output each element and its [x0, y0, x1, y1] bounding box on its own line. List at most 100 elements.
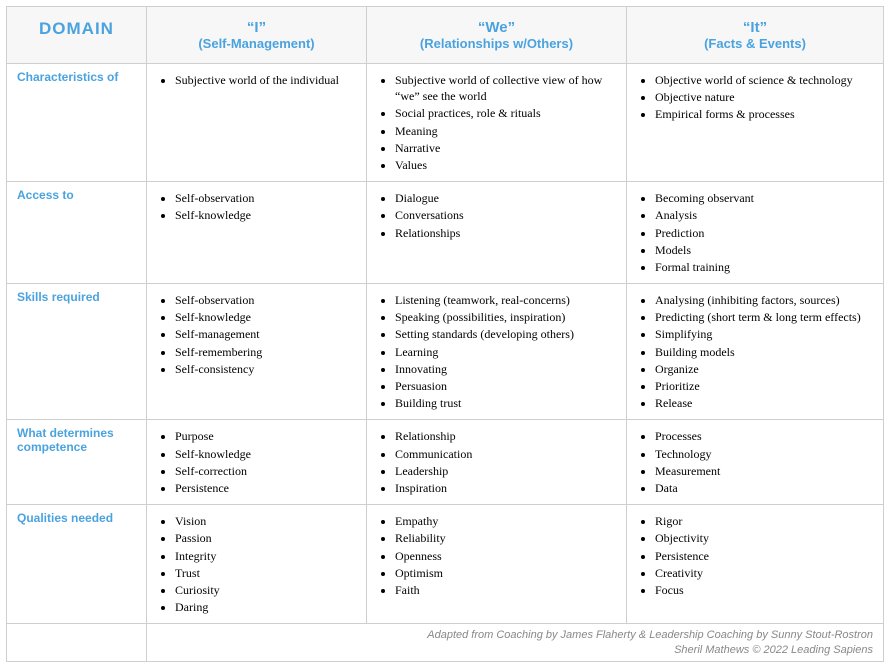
- list-item: Vision: [175, 513, 356, 529]
- list-item: Prioritize: [655, 378, 873, 394]
- cell: Objective world of science & technologyO…: [627, 64, 884, 182]
- list-item: Trust: [175, 565, 356, 581]
- list-item: Openness: [395, 548, 616, 564]
- list-item: Persistence: [175, 480, 356, 496]
- list-item: Listening (teamwork, real-concerns): [395, 292, 616, 308]
- cell: DialogueConversationsRelationships: [367, 182, 627, 284]
- cell: Listening (teamwork, real-concerns)Speak…: [367, 284, 627, 420]
- list-item: Communication: [395, 446, 616, 462]
- list-item: Predicting (short term & long term effec…: [655, 309, 873, 325]
- list-item: Empathy: [395, 513, 616, 529]
- list-item: Self-observation: [175, 190, 356, 206]
- credit-text: Adapted from Coaching by James Flaherty …: [147, 624, 884, 662]
- list-item: Self-correction: [175, 463, 356, 479]
- list-item: Purpose: [175, 428, 356, 444]
- list-item: Self-management: [175, 326, 356, 342]
- list-item: Setting standards (developing others): [395, 326, 616, 342]
- list-item: Models: [655, 242, 873, 258]
- bullet-list: PurposeSelf-knowledgeSelf-correctionPers…: [157, 428, 356, 496]
- list-item: Processes: [655, 428, 873, 444]
- list-item: Values: [395, 157, 616, 173]
- list-item: Self-knowledge: [175, 309, 356, 325]
- list-item: Organize: [655, 361, 873, 377]
- row-label: What determines competence: [7, 420, 147, 505]
- list-item: Analysing (inhibiting factors, sources): [655, 292, 873, 308]
- list-item: Simplifying: [655, 326, 873, 342]
- table-row: What determines competencePurposeSelf-kn…: [7, 420, 884, 505]
- cell: Analysing (inhibiting factors, sources)P…: [627, 284, 884, 420]
- list-item: Focus: [655, 582, 873, 598]
- table-header: DOMAIN “I” (Self-Management) “We” (Relat…: [7, 7, 884, 64]
- domain-table: DOMAIN “I” (Self-Management) “We” (Relat…: [6, 6, 884, 662]
- list-item: Persuasion: [395, 378, 616, 394]
- bullet-list: Self-observationSelf-knowledge: [157, 190, 356, 223]
- cell: RelationshipCommunicationLeadershipInspi…: [367, 420, 627, 505]
- header-col-sub: (Self-Management): [153, 36, 360, 51]
- bullet-list: Analysing (inhibiting factors, sources)P…: [637, 292, 873, 411]
- bullet-list: RelationshipCommunicationLeadershipInspi…: [377, 428, 616, 496]
- header-col-sub: (Facts & Events): [633, 36, 877, 51]
- list-item: Technology: [655, 446, 873, 462]
- credit-line1: Adapted from Coaching by James Flaherty …: [427, 629, 873, 641]
- bullet-list: Becoming observantAnalysis PredictionMode…: [637, 190, 873, 275]
- list-item: Social practices, role & rituals: [395, 105, 616, 121]
- list-item: Learning: [395, 344, 616, 360]
- bullet-list: Listening (teamwork, real-concerns)Speak…: [377, 292, 616, 411]
- header-col-we: “We” (Relationships w/Others): [367, 7, 627, 64]
- table-row: Access toSelf-observationSelf-knowledgeD…: [7, 182, 884, 284]
- table-row: Characteristics of Subjective world of th…: [7, 64, 884, 182]
- cell: Self-observationSelf-knowledge: [147, 182, 367, 284]
- bullet-list: Processes TechnologyMeasurementData: [637, 428, 873, 496]
- header-col-it: “It” (Facts & Events): [627, 7, 884, 64]
- list-item: Inspiration: [395, 480, 616, 496]
- credit-row: Adapted from Coaching by James Flaherty …: [7, 624, 884, 662]
- list-item: Innovating: [395, 361, 616, 377]
- list-item: Building models: [655, 344, 873, 360]
- list-item: Relationships: [395, 225, 616, 241]
- header-col-i: “I” (Self-Management): [147, 7, 367, 64]
- list-item: Faith: [395, 582, 616, 598]
- list-item: Conversations: [395, 207, 616, 223]
- list-item: Optimism: [395, 565, 616, 581]
- list-item: Self-knowledge: [175, 207, 356, 223]
- list-item: Building trust: [395, 395, 616, 411]
- header-col-main: “I”: [153, 19, 360, 36]
- cell: Subjective world of collective view of h…: [367, 64, 627, 182]
- row-label: Skills required: [7, 284, 147, 420]
- bullet-list: Subjective world of the individual: [157, 72, 356, 88]
- list-item: Daring: [175, 599, 356, 615]
- list-item: Meaning: [395, 123, 616, 139]
- bullet-list: RigorObjectivityPersistenceCreativityFoc…: [637, 513, 873, 598]
- list-item: Objectivity: [655, 530, 873, 546]
- list-item: Measurement: [655, 463, 873, 479]
- list-item: Passion: [175, 530, 356, 546]
- list-item: Integrity: [175, 548, 356, 564]
- row-label: Characteristics of: [7, 64, 147, 182]
- list-item: Speaking (possibilities, inspiration): [395, 309, 616, 325]
- table-row: Skills requiredSelf-observationSelf-know…: [7, 284, 884, 420]
- list-item: Persistence: [655, 548, 873, 564]
- list-item: Becoming observant: [655, 190, 873, 206]
- header-col-main: “We”: [373, 19, 620, 36]
- list-item: Reliability: [395, 530, 616, 546]
- list-item: Self-observation: [175, 292, 356, 308]
- list-item: Self-remembering: [175, 344, 356, 360]
- row-label: Access to: [7, 182, 147, 284]
- list-item: Curiosity: [175, 582, 356, 598]
- bullet-list: EmpathyReliability OpennessOptimismFaith: [377, 513, 616, 598]
- list-item: Objective nature: [655, 89, 873, 105]
- bullet-list: DialogueConversationsRelationships: [377, 190, 616, 241]
- header-col-sub: (Relationships w/Others): [373, 36, 620, 51]
- header-col-main: “It”: [633, 19, 877, 36]
- list-item: Leadership: [395, 463, 616, 479]
- list-item: Analysis: [655, 207, 873, 223]
- list-item: Objective world of science & technology: [655, 72, 873, 88]
- list-item: Data: [655, 480, 873, 496]
- bullet-list: Subjective world of collective view of h…: [377, 72, 616, 173]
- list-item: Rigor: [655, 513, 873, 529]
- bullet-list: Self-observationSelf-knowledgeSelf-manag…: [157, 292, 356, 377]
- list-item: Release: [655, 395, 873, 411]
- credit-empty: [7, 624, 147, 662]
- bullet-list: Objective world of science & technologyO…: [637, 72, 873, 123]
- list-item: Prediction: [655, 225, 873, 241]
